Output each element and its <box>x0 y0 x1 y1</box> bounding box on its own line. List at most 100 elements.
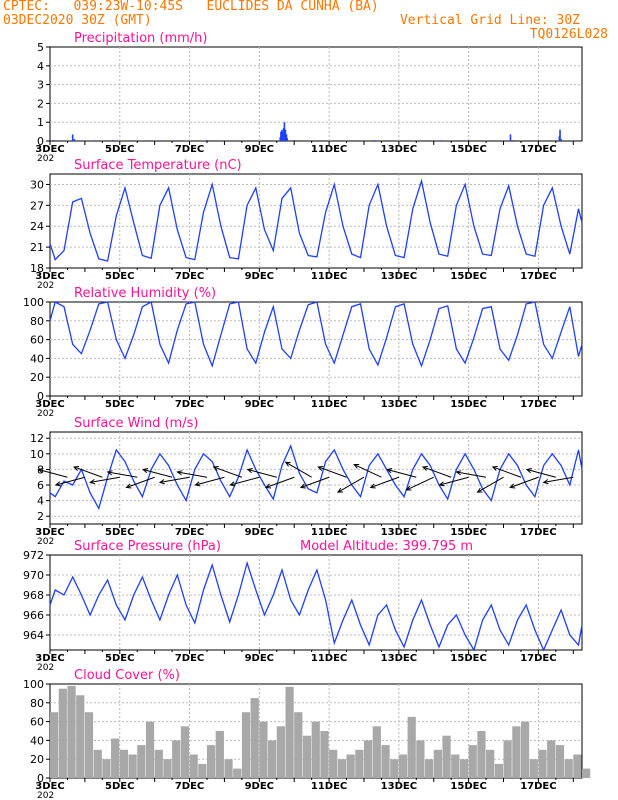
cloud-bar <box>477 731 486 778</box>
precip-ytick-label: 0 <box>37 135 44 148</box>
wind-arrow-head <box>158 479 165 485</box>
precip-xtick-label: 5DEC <box>105 144 134 155</box>
pressure-xtick-label: 17DEC <box>520 653 556 664</box>
cloud-bar <box>416 740 425 778</box>
wind-xtick-label: 11DEC <box>311 527 347 538</box>
wind-arrow-head <box>337 487 344 493</box>
cloud-bar <box>459 759 469 778</box>
precip-bar <box>467 140 470 141</box>
precip-xtick-label: 7DEC <box>175 144 204 155</box>
precip-bar <box>160 140 163 141</box>
cloud-bar <box>302 735 312 778</box>
wind-arrow-head <box>194 481 201 487</box>
precip-bar <box>111 140 114 141</box>
pressure-xtick-label: 5DEC <box>105 653 134 664</box>
temp-xtick-label: 7DEC <box>175 271 204 282</box>
rh-ytick-label: 80 <box>30 315 44 328</box>
temp-xtick-label: 9DEC <box>245 271 274 282</box>
pressure-ytick-label: 970 <box>23 569 44 582</box>
precip-xtick-label: 3DEC <box>35 144 64 155</box>
wind-arrow-head <box>176 470 183 476</box>
cloud-bar <box>346 754 355 778</box>
wind-arrow <box>510 476 539 488</box>
cloud-bar <box>215 731 224 778</box>
precip-bar <box>439 140 442 141</box>
cloud-bar <box>355 749 364 778</box>
wind-arrow-head <box>37 468 44 474</box>
cloud-bar <box>564 759 573 778</box>
cloud-bar <box>50 712 59 778</box>
wind-arrow <box>142 468 173 478</box>
precip-bar <box>285 134 288 141</box>
wind-arrow <box>195 476 225 486</box>
cloud-bar <box>398 754 408 778</box>
cloud-bar <box>337 759 347 778</box>
cloud-bar <box>503 740 512 778</box>
cloud-bar <box>206 745 216 778</box>
cloud-title: Cloud Cover (%) <box>74 668 180 683</box>
wind-arrow-head <box>299 483 306 489</box>
cloud-bar <box>276 726 285 778</box>
wind-arrow <box>543 476 574 483</box>
cloud-bar <box>285 686 294 778</box>
wind-arrow <box>406 476 434 491</box>
cloud-bar <box>76 695 85 778</box>
wind-arrow-head <box>229 481 236 487</box>
precip-bar <box>139 140 142 141</box>
cloud-bar <box>520 721 530 778</box>
cloud-ytick-label: 40 <box>30 734 44 747</box>
cloud-bar <box>233 768 242 778</box>
cloud-xtick-label: 17DEC <box>520 781 556 792</box>
temp-xtick-label: 3DEC <box>35 271 64 282</box>
cloud-bar <box>363 740 373 778</box>
wind-arrow-head <box>421 466 429 471</box>
precip-xtick-label: 13DEC <box>381 144 417 155</box>
wind-arrow-head <box>54 481 61 487</box>
cloud-bar <box>180 726 190 778</box>
precip-bar <box>286 138 289 141</box>
wind-arrow-head <box>491 466 498 471</box>
cloud-bar <box>189 754 198 778</box>
wind-arrow <box>337 476 365 493</box>
wind-arrow-head <box>73 466 80 471</box>
wind-arrow <box>126 476 155 488</box>
wind-arrow-head <box>476 487 483 493</box>
rh-xtick-label: 13DEC <box>381 399 417 410</box>
wind-arrow-head <box>284 461 291 467</box>
pressure-frame <box>49 554 583 651</box>
precip-bar <box>509 134 512 141</box>
cloud-bar <box>67 685 76 778</box>
precip-bar <box>283 122 286 141</box>
rh-frame <box>49 301 583 397</box>
wind-xtick-label: 5DEC <box>105 527 134 538</box>
precip-bar <box>206 140 208 141</box>
cloud-bar <box>172 740 181 778</box>
cloud-year-label: 202 <box>37 791 54 800</box>
cloud-ytick-label: 0 <box>37 772 44 785</box>
cloud-bar <box>538 749 547 778</box>
wind-arrow-head <box>353 464 360 469</box>
wind-xtick-label: 7DEC <box>175 527 204 538</box>
rh-xtick-label: 15DEC <box>450 399 486 410</box>
precip-year-label: 202 <box>37 154 54 164</box>
wind-ytick-label: 6 <box>37 479 44 492</box>
pressure-xtick-label: 3DEC <box>35 653 64 664</box>
pressure-subtitle: Model Altitude: 399.795 m <box>300 539 473 554</box>
rh-title: Relative Humidity (%) <box>74 286 216 301</box>
wind-arrow <box>230 476 260 486</box>
pressure-xtick-label: 15DEC <box>450 653 486 664</box>
cloud-bar <box>311 721 320 778</box>
cloud-xtick-label: 9DEC <box>245 781 274 792</box>
temp-frame <box>49 173 583 269</box>
cloud-bar <box>119 749 128 778</box>
cloud-bar <box>111 738 120 778</box>
pressure-ytick-label: 972 <box>23 549 44 562</box>
wind-xtick-label: 17DEC <box>520 527 556 538</box>
cloud-bar <box>294 712 303 778</box>
rh-ytick-label: 100 <box>23 296 44 309</box>
precip-bar <box>185 140 187 141</box>
precip-xtick-label: 9DEC <box>245 144 274 155</box>
cloud-xtick-label: 15DEC <box>450 781 486 792</box>
wind-arrow <box>159 476 190 483</box>
cloud-xtick-label: 13DEC <box>381 781 417 792</box>
